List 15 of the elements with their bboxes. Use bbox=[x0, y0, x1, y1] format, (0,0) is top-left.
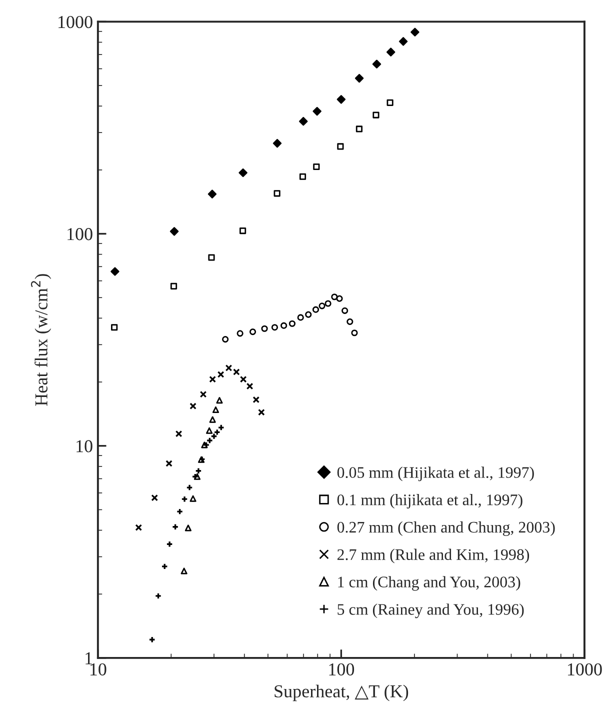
y-axis-title: Heat flux (w/cm$^{2}$) bbox=[30, 274, 52, 406]
legend-label: 5 cm (Rainey and You, 1996) bbox=[338, 604, 524, 618]
legend-label: 1 cm (Chang and You, 2003) bbox=[338, 576, 520, 591]
x-axis-title: Superheat, △T (K) bbox=[274, 684, 408, 702]
y-tick-label: 100 bbox=[68, 228, 92, 240]
x-tick-label: 100 bbox=[329, 663, 354, 676]
x-tick-label: 10 bbox=[90, 663, 106, 676]
legend-label: 2.7 mm (Rule and Kim, 1998) bbox=[337, 548, 530, 564]
legend-label: 0.27 mm (Chen and Chung, 2003) bbox=[337, 521, 555, 536]
y-tick-label: 1000 bbox=[58, 16, 92, 28]
y-tick-label: 1 bbox=[86, 652, 92, 664]
y-tick-label: 10 bbox=[76, 440, 92, 452]
x-tick-label: 1000 bbox=[568, 663, 602, 676]
legend-label: 0.05 mm (Hijikata et al., 1997) bbox=[337, 466, 534, 482]
legend-label: 0.1 mm (hijikata et al., 1997) bbox=[337, 494, 522, 509]
